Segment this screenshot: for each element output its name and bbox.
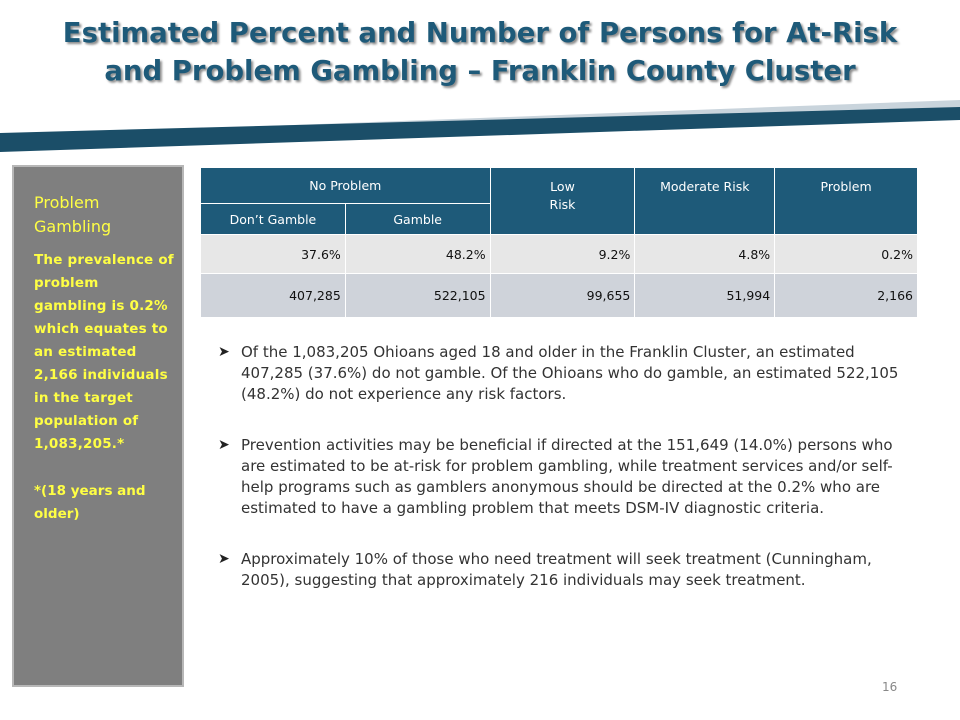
table-cell: 2,166 xyxy=(774,273,918,318)
arrow-bullet-icon: ➤ xyxy=(218,344,230,360)
table-cell: 51,994 xyxy=(634,273,776,318)
sidebar-panel: Problem Gambling The prevalence of probl… xyxy=(12,165,184,687)
table-cell: 4.8% xyxy=(634,234,776,274)
arrow-bullet-icon: ➤ xyxy=(218,437,230,453)
title-divider-band xyxy=(0,100,960,152)
band-dark-stripe xyxy=(0,107,960,152)
table-row-count: 407,285 522,105 99,655 51,994 2,166 xyxy=(200,273,918,318)
header-low-risk-line-2: Risk xyxy=(549,197,576,212)
gambling-risk-table: No Problem Low Risk Moderate Risk Proble… xyxy=(200,167,918,318)
header-gamble: Gamble xyxy=(344,203,491,235)
slide-title-line-2: and Problem Gambling – Franklin County C… xyxy=(104,55,856,87)
sidebar-body: The prevalence of problem gambling is 0.… xyxy=(34,252,174,452)
slide-title-line-1: Estimated Percent and Number of Persons … xyxy=(62,17,898,49)
table-cell: 99,655 xyxy=(489,273,636,318)
header-low-risk-line-1: Low xyxy=(550,179,575,194)
arrow-bullet-icon: ➤ xyxy=(218,551,230,567)
sidebar-heading: Problem Gambling xyxy=(34,193,112,236)
header-dont-gamble: Don’t Gamble xyxy=(200,203,346,235)
table-cell: 48.2% xyxy=(344,234,491,274)
sidebar-note: *(18 years and older) xyxy=(34,483,146,522)
header-problem: Problem xyxy=(774,167,918,235)
bullet-text: Prevention activities may be beneficial … xyxy=(241,436,893,517)
list-item: ➤ Of the 1,083,205 Ohioans aged 18 and o… xyxy=(218,342,918,405)
list-item: ➤ Prevention activities may be beneficia… xyxy=(218,435,918,519)
table-cell: 37.6% xyxy=(200,234,346,274)
table-cell: 9.2% xyxy=(489,234,636,274)
header-moderate-risk: Moderate Risk xyxy=(634,167,776,235)
bullet-list: ➤ Of the 1,083,205 Ohioans aged 18 and o… xyxy=(218,342,918,591)
list-item: ➤ Approximately 10% of those who need tr… xyxy=(218,549,918,591)
table-cell: 407,285 xyxy=(200,273,346,318)
header-low-risk: Low Risk xyxy=(489,167,636,235)
table-cell: 522,105 xyxy=(344,273,491,318)
table-cell: 0.2% xyxy=(774,234,918,274)
bullet-text: Approximately 10% of those who need trea… xyxy=(241,550,872,589)
slide-title: Estimated Percent and Number of Persons … xyxy=(0,14,960,90)
page-number: 16 xyxy=(882,680,898,694)
bullet-text: Of the 1,083,205 Ohioans aged 18 and old… xyxy=(241,343,899,403)
header-no-problem: No Problem xyxy=(200,167,491,204)
table-row-percent: 37.6% 48.2% 9.2% 4.8% 0.2% xyxy=(200,234,918,274)
